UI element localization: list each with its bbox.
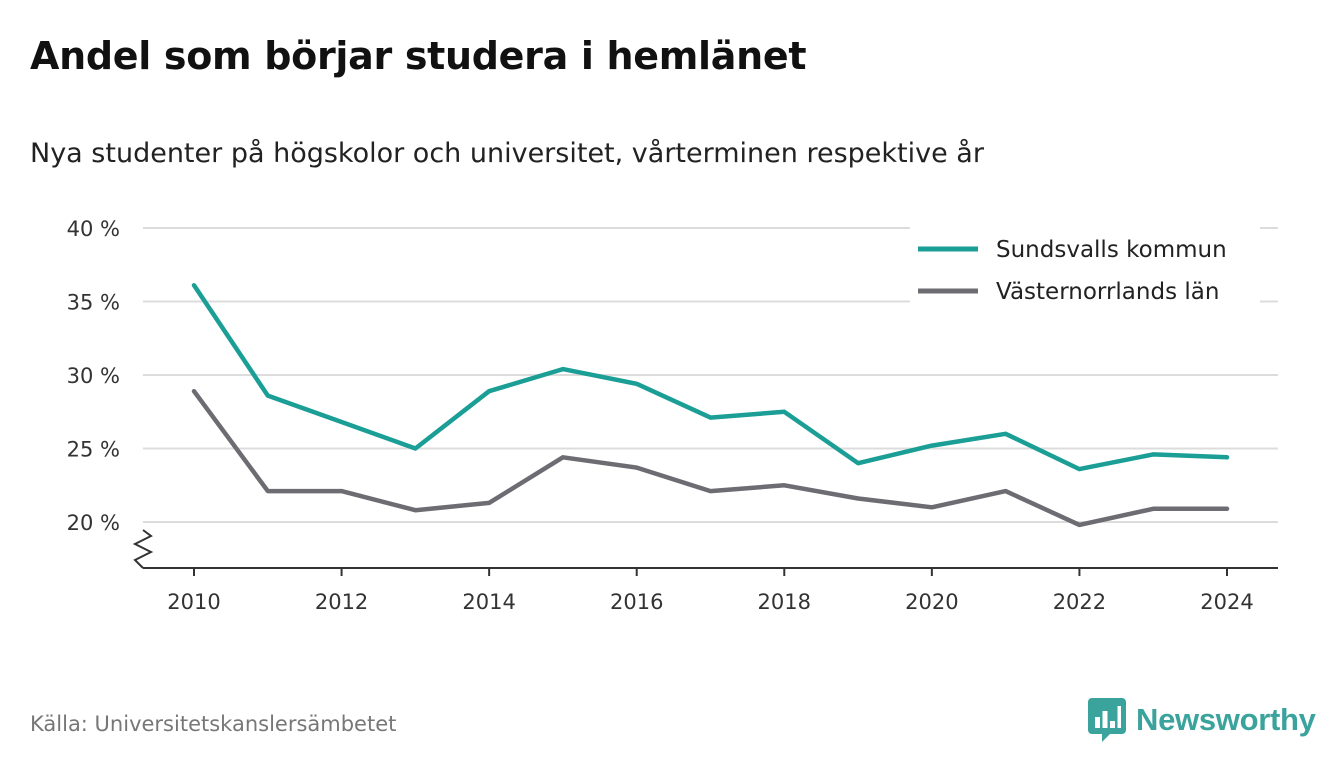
legend-background [910,222,1260,312]
y-tick-label: 30 % [67,364,120,388]
x-tick-label: 2014 [462,590,515,614]
y-tick-label: 35 % [67,291,120,315]
y-tick-label: 20 % [67,511,120,535]
y-axis-break-icon [132,529,154,569]
y-tick-label: 40 % [67,217,120,241]
legend: Sundsvalls kommun Västernorrlands län [910,222,1260,312]
x-tick-label: 2010 [167,590,220,614]
legend-label: Sundsvalls kommun [996,237,1227,263]
series-lines [191,283,1230,528]
x-tick-label: 2022 [1053,590,1106,614]
brand-name: Newsworthy [1136,702,1316,737]
axes [132,529,1278,569]
chart-title: Andel som börjar studera i hemlänet [30,34,807,78]
brand-logo[interactable]: Newsworthy [1088,698,1316,742]
series-line [191,388,1230,528]
y-tick-label: 25 % [67,438,120,462]
bar-chart-icon [1088,698,1126,742]
x-tick-label: 2020 [905,590,958,614]
chart-subtitle: Nya studenter på högskolor och universit… [30,138,984,169]
x-tick-label: 2012 [315,590,368,614]
x-tick-label: 2024 [1200,590,1253,614]
x-tick-label: 2018 [758,590,811,614]
legend-label: Västernorrlands län [996,279,1219,305]
x-axis-ticks: 2010 2012 2014 2016 2018 2020 2022 2024 [167,568,1254,614]
series-line [191,283,1230,472]
source-text: Källa: Universitetskanslersämbetet [30,712,397,736]
x-tick-label: 2016 [610,590,663,614]
y-axis-ticks: 20 % 25 % 30 % 35 % 40 % [67,217,120,535]
